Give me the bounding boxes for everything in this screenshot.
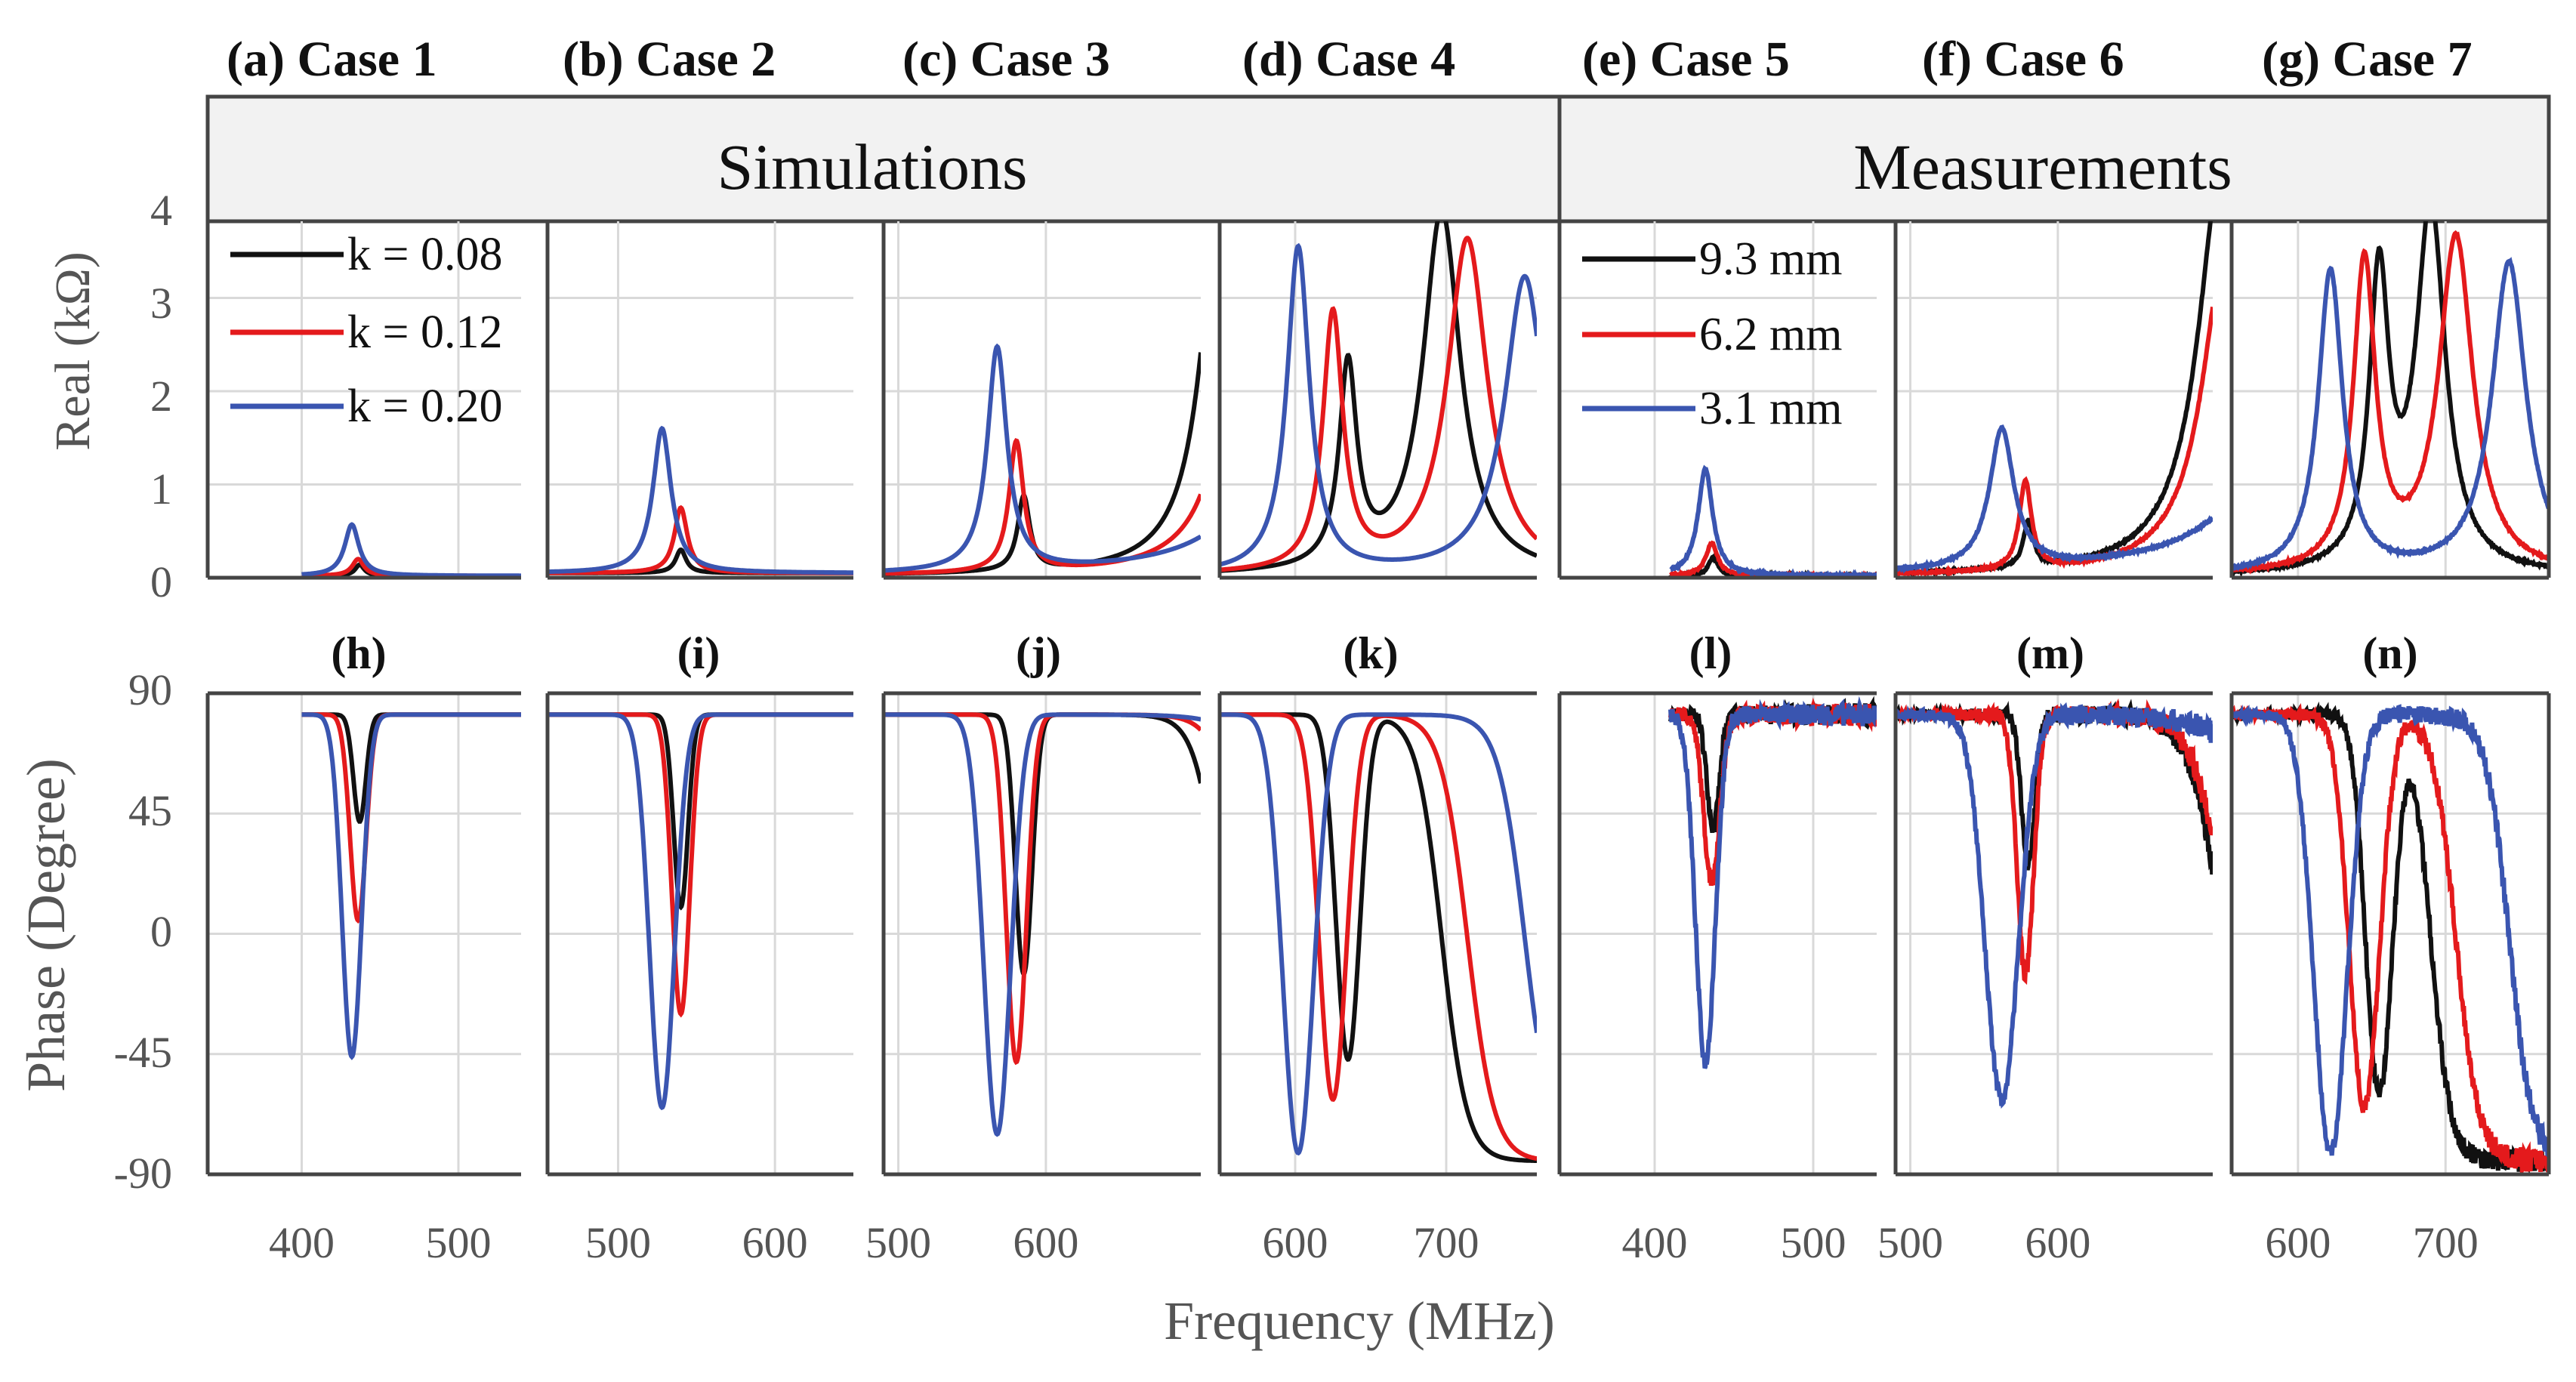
real-series-2 <box>1896 307 2213 578</box>
phase-title-m: (m) <box>2016 628 2084 678</box>
panel-6: 500 600 <box>1877 221 2213 1267</box>
grid-panel-1 <box>208 221 521 1174</box>
xtick-label: 600 <box>2025 1218 2090 1267</box>
legend-meas-label-1: 9.3 mm <box>1699 233 1842 285</box>
phase-title-j: (j) <box>1016 628 1061 678</box>
xtick-label: 400 <box>269 1218 335 1267</box>
real-series-3 <box>2232 257 2549 572</box>
legend-measurements: 9.3 mm 6.2 mm 3.1 mm <box>1582 233 1842 434</box>
case-titles: (a) Case 1 (b) Case 2 (c) Case 3 (d) Cas… <box>227 32 2473 87</box>
real-series-3 <box>1220 242 1537 567</box>
xtick-label: 500 <box>585 1218 651 1267</box>
band-measurements-box <box>1557 94 2551 224</box>
panel-1: 400 500 <box>205 221 521 1267</box>
grid-panel-4 <box>1220 221 1537 1174</box>
case-title-1: (a) Case 1 <box>227 32 437 87</box>
phase-title-i: (i) <box>677 628 720 678</box>
ytick-real-3: 3 <box>150 279 172 328</box>
xtick-label: 400 <box>1622 1218 1688 1267</box>
xtick-label: 600 <box>1263 1218 1328 1267</box>
phase-title-l: (l) <box>1689 628 1732 678</box>
panel-7: 600 700 <box>2229 221 2551 1267</box>
plot-panels: 400 500 500 600 500 600 600 700 400 500 500 600 600 7… <box>205 221 2551 1267</box>
legend-sim-label-3: k = 0.20 <box>347 381 502 432</box>
real-series-2 <box>2232 230 2549 575</box>
legend-sim-label-2: k = 0.12 <box>347 307 502 358</box>
band-header: Simulations Measurements <box>205 94 2551 224</box>
ytick-phase-4: 90 <box>128 665 172 714</box>
real-series-3 <box>884 343 1201 573</box>
ytick-real-0: 0 <box>150 557 172 606</box>
phase-title-n: (n) <box>2362 628 2417 678</box>
grid-panel-3 <box>884 221 1201 1174</box>
real-series-3 <box>1669 464 1877 578</box>
case-title-6: (f) Case 6 <box>1922 32 2124 87</box>
panel-4: 600 700 <box>1217 221 1537 1267</box>
phase-series-2 <box>2232 702 2549 1174</box>
phase-series-1 <box>2232 701 2549 1174</box>
phase-series-3 <box>548 712 853 1111</box>
xtick-label: 500 <box>426 1218 492 1267</box>
phase-series-2 <box>548 712 853 1018</box>
band-simulations-box <box>205 94 1562 224</box>
legend-simulations: k = 0.08 k = 0.12 k = 0.20 <box>230 229 502 432</box>
grid-panel-5 <box>1559 221 1877 1174</box>
case-title-3: (c) Case 3 <box>902 32 1110 87</box>
case-title-2: (b) Case 2 <box>563 32 776 87</box>
phase-series-3 <box>1220 712 1537 1156</box>
panel-2: 500 600 <box>545 221 853 1267</box>
band-label-measurements: Measurements <box>1853 131 2232 203</box>
ytick-phase-2: 0 <box>150 907 172 956</box>
case-title-7: (g) Case 7 <box>2262 32 2473 87</box>
grid-panel-2 <box>548 221 853 1174</box>
ytick-real-2: 2 <box>150 372 172 421</box>
xtick-label: 600 <box>1013 1218 1078 1267</box>
real-series-3 <box>1896 424 2213 574</box>
ytick-real-1: 1 <box>150 464 172 514</box>
phase-series-1 <box>884 712 1201 978</box>
ytick-phase-1: -45 <box>114 1028 172 1077</box>
case-title-5: (e) Case 5 <box>1582 32 1790 87</box>
phase-series-3 <box>1896 702 2213 1109</box>
phase-series-3 <box>1668 696 1877 1069</box>
phase-title-h: (h) <box>331 628 386 678</box>
xtick-label: 500 <box>1877 1218 1943 1267</box>
band-label-simulations: Simulations <box>717 131 1028 203</box>
real-series-3 <box>548 425 853 575</box>
phase-series-3 <box>884 712 1201 1137</box>
xtick-label: 500 <box>1781 1218 1846 1267</box>
real-series-1 <box>884 352 1201 576</box>
ytick-real-4: 4 <box>150 186 172 235</box>
phase-series-3 <box>2232 704 2549 1157</box>
xtick-label: 700 <box>1414 1218 1479 1267</box>
xtick-label: 500 <box>865 1218 931 1267</box>
xtick-label: 600 <box>2265 1218 2331 1267</box>
real-series-3 <box>301 522 521 578</box>
xtick-label: 600 <box>742 1218 808 1267</box>
xlabel: Frequency (MHz) <box>1164 1291 1555 1351</box>
grid-panel-6 <box>1896 221 2213 1174</box>
yticks-phase: -90 -45 0 45 90 <box>114 665 172 1198</box>
phase-series-3 <box>301 712 521 1060</box>
panel-5: 400 500 <box>1557 221 1877 1267</box>
phase-series-2 <box>1896 698 2213 986</box>
yticks-real: 0 1 2 3 4 <box>150 186 172 606</box>
ylabel-real: Real (kΩ) <box>45 251 100 450</box>
case-title-4: (d) Case 4 <box>1242 32 1455 87</box>
legend-meas-label-2: 6.2 mm <box>1699 309 1842 360</box>
panel-3: 500 600 <box>865 221 1201 1267</box>
ylabel-phase: Phase (Degree) <box>16 758 76 1092</box>
xtick-label: 700 <box>2413 1218 2479 1267</box>
phase-titles: (h) (i) (j) (k) (l) (m) (n) <box>331 628 2417 678</box>
legend-meas-label-3: 3.1 mm <box>1699 383 1842 434</box>
ytick-phase-3: 45 <box>128 786 172 835</box>
phase-series-2 <box>884 712 1201 1066</box>
phase-title-k: (k) <box>1343 628 1398 678</box>
ytick-phase-0: -90 <box>114 1149 172 1198</box>
real-series-2 <box>1220 236 1537 572</box>
legend-sim-label-1: k = 0.08 <box>347 229 502 280</box>
